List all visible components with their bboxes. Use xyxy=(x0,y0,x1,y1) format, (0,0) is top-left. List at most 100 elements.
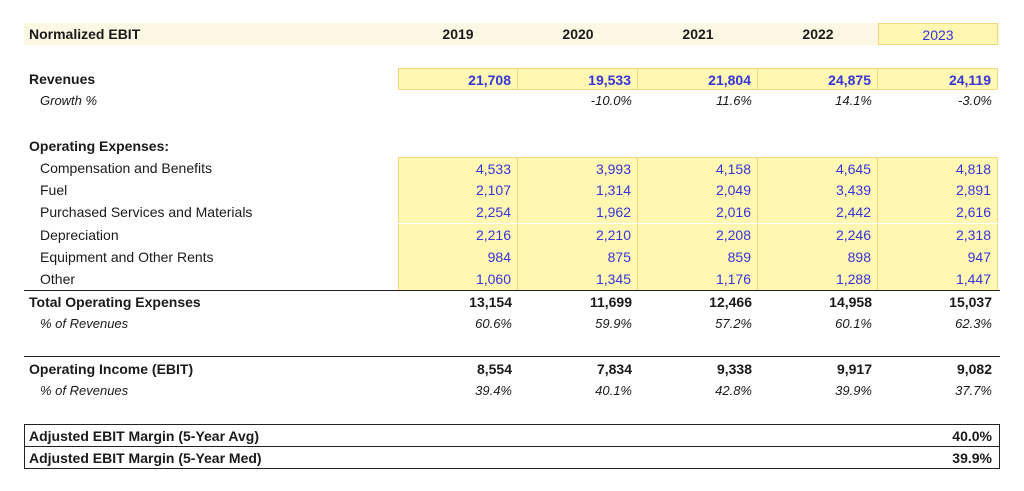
opex-pct-label: % of Revenues xyxy=(40,316,129,331)
opex-cell[interactable]: 875 xyxy=(518,246,638,268)
opex-cell[interactable]: 4,158 xyxy=(638,157,758,179)
opex-cell[interactable]: 2,210 xyxy=(518,224,638,246)
opex-cell[interactable]: 898 xyxy=(758,246,878,268)
opex-cell[interactable]: 2,616 xyxy=(878,201,998,223)
ebit-cell[interactable]: 7,834 xyxy=(596,361,632,377)
opex-pct-cell[interactable]: 60.1% xyxy=(835,316,872,331)
opex-row: Other 1,060 1,345 1,176 1,288 1,447 xyxy=(24,268,1000,290)
opex-label: Depreciation xyxy=(40,227,119,243)
total-opex-cell[interactable]: 13,154 xyxy=(469,294,512,310)
opex-pct-cell[interactable]: 59.9% xyxy=(595,316,632,331)
opex-cell[interactable]: 1,314 xyxy=(518,179,638,201)
revenue-cell[interactable]: 21,804 xyxy=(638,68,758,90)
adj-avg-row: Adjusted EBIT Margin (5-Year Avg) 40.0% xyxy=(24,425,1000,447)
opex-cell[interactable]: 1,962 xyxy=(518,201,638,223)
opex-cell[interactable]: 984 xyxy=(398,246,518,268)
growth-row: Growth % -10.0% 11.6% 14.1% -3.0% xyxy=(24,90,1000,112)
divider xyxy=(24,356,1000,357)
year-header[interactable]: 2020 xyxy=(562,26,594,42)
opex-cell[interactable]: 2,318 xyxy=(878,224,998,246)
opex-row: Fuel 2,107 1,314 2,049 3,439 2,891 xyxy=(24,179,1000,201)
ebit-pct-row: % of Revenues 39.4% 40.1% 42.8% 39.9% 37… xyxy=(24,380,1000,402)
opex-row: Compensation and Benefits 4,533 3,993 4,… xyxy=(24,157,1000,179)
ebit-cell[interactable]: 9,338 xyxy=(716,361,752,377)
box-top-border xyxy=(24,424,1000,425)
opex-cell[interactable]: 4,533 xyxy=(398,157,518,179)
opex-cell[interactable]: 1,345 xyxy=(518,268,638,290)
opex-cell[interactable]: 3,993 xyxy=(518,157,638,179)
opex-row: Depreciation 2,216 2,210 2,208 2,246 2,3… xyxy=(24,224,1000,246)
opex-header: Operating Expenses: xyxy=(29,138,170,154)
header-row: Normalized EBIT 2019 2020 2021 2022 2023 xyxy=(24,23,1000,45)
ebit-cell[interactable]: 9,917 xyxy=(836,361,872,377)
revenue-cell[interactable]: 24,119 xyxy=(878,68,998,90)
ebit-pct-cell[interactable]: 42.8% xyxy=(715,383,752,398)
ebit-pct-cell[interactable]: 40.1% xyxy=(595,383,632,398)
opex-row: Purchased Services and Materials 2,254 1… xyxy=(24,201,1000,223)
ebit-pct-cell[interactable]: 39.4% xyxy=(475,383,512,398)
total-opex-cell[interactable]: 15,037 xyxy=(949,294,992,310)
growth-cell[interactable]: -3.0% xyxy=(958,93,992,108)
opex-cell[interactable]: 2,049 xyxy=(638,179,758,201)
ebit-cell[interactable]: 8,554 xyxy=(476,361,512,377)
opex-cell[interactable]: 2,246 xyxy=(758,224,878,246)
box-mid-border xyxy=(24,446,1000,447)
opex-cell[interactable]: 2,891 xyxy=(878,179,998,201)
ebit-pct-cell[interactable]: 39.9% xyxy=(835,383,872,398)
opex-cell[interactable]: 1,447 xyxy=(878,268,998,290)
total-opex-cell[interactable]: 14,958 xyxy=(829,294,872,310)
total-opex-cell[interactable]: 12,466 xyxy=(709,294,752,310)
revenue-cell[interactable]: 24,875 xyxy=(758,68,878,90)
revenue-cell[interactable]: 21,708 xyxy=(398,68,518,90)
opex-cell[interactable]: 2,208 xyxy=(638,224,758,246)
adj-med-row: Adjusted EBIT Margin (5-Year Med) 39.9% xyxy=(24,447,1000,469)
year-header[interactable]: 2023 xyxy=(878,23,998,45)
table-title: Normalized EBIT xyxy=(29,26,141,42)
ebit-row: Operating Income (EBIT) 8,554 7,834 9,33… xyxy=(24,358,1000,380)
opex-cell[interactable]: 947 xyxy=(878,246,998,268)
opex-cell[interactable]: 2,254 xyxy=(398,201,518,223)
growth-cell[interactable]: 14.1% xyxy=(835,93,872,108)
opex-cell[interactable]: 4,818 xyxy=(878,157,998,179)
adj-med-value[interactable]: 39.9% xyxy=(952,450,992,466)
opex-header-row: Operating Expenses: xyxy=(24,135,1000,157)
opex-pct-cell[interactable]: 62.3% xyxy=(955,316,992,331)
total-opex-label: Total Operating Expenses xyxy=(29,294,201,310)
ebit-label: Operating Income (EBIT) xyxy=(29,361,194,377)
growth-cell[interactable]: 11.6% xyxy=(716,93,752,108)
adj-avg-label: Adjusted EBIT Margin (5-Year Avg) xyxy=(29,428,259,444)
adj-avg-value[interactable]: 40.0% xyxy=(952,428,992,444)
opex-row: Equipment and Other Rents 984 875 859 89… xyxy=(24,246,1000,268)
total-opex-row: Total Operating Expenses 13,154 11,699 1… xyxy=(24,291,1000,313)
opex-label: Other xyxy=(40,271,76,287)
opex-label: Equipment and Other Rents xyxy=(40,249,214,265)
opex-cell[interactable]: 1,288 xyxy=(758,268,878,290)
opex-cell[interactable]: 4,645 xyxy=(758,157,878,179)
box-bottom-border xyxy=(24,468,1000,469)
year-header[interactable]: 2022 xyxy=(802,26,834,42)
divider xyxy=(24,290,1000,291)
revenues-row: Revenues 21,708 19,533 21,804 24,875 24,… xyxy=(24,68,1000,90)
opex-cell[interactable]: 2,107 xyxy=(398,179,518,201)
year-header[interactable]: 2019 xyxy=(442,26,474,42)
growth-cell[interactable]: -10.0% xyxy=(590,93,632,108)
opex-cell[interactable]: 3,439 xyxy=(758,179,878,201)
opex-cell[interactable]: 1,060 xyxy=(398,268,518,290)
opex-cell[interactable]: 2,442 xyxy=(758,201,878,223)
ebit-cell[interactable]: 9,082 xyxy=(956,361,992,377)
total-opex-cell[interactable]: 11,699 xyxy=(589,294,632,310)
opex-pct-row: % of Revenues 60.6% 59.9% 57.2% 60.1% 62… xyxy=(24,313,1000,335)
revenues-label: Revenues xyxy=(29,71,96,87)
revenue-cell[interactable]: 19,533 xyxy=(518,68,638,90)
year-header[interactable]: 2021 xyxy=(682,26,714,42)
opex-pct-cell[interactable]: 60.6% xyxy=(475,316,512,331)
opex-cell[interactable]: 1,176 xyxy=(638,268,758,290)
opex-label: Fuel xyxy=(40,182,68,198)
opex-label: Purchased Services and Materials xyxy=(40,204,253,220)
opex-pct-cell[interactable]: 57.2% xyxy=(715,316,752,331)
opex-cell[interactable]: 859 xyxy=(638,246,758,268)
opex-cell[interactable]: 2,216 xyxy=(398,224,518,246)
ebit-pct-cell[interactable]: 37.7% xyxy=(955,383,992,398)
opex-cell[interactable]: 2,016 xyxy=(638,201,758,223)
ebit-pct-label: % of Revenues xyxy=(40,383,129,398)
